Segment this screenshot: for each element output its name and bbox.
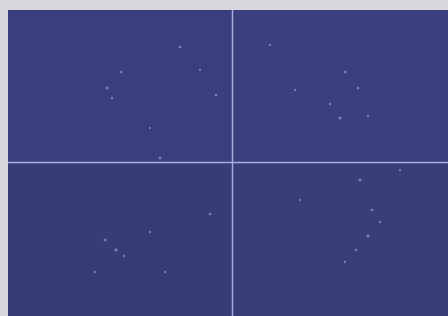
dot	[379, 221, 381, 223]
dot	[94, 271, 96, 273]
dot	[106, 87, 109, 90]
dot	[344, 261, 346, 263]
dot	[120, 71, 123, 74]
dot	[367, 115, 369, 117]
dot	[359, 179, 362, 182]
dot	[209, 213, 212, 216]
dot	[357, 87, 360, 90]
dot	[367, 235, 370, 238]
quadrant-bottom-right	[233, 163, 448, 316]
dot	[149, 231, 151, 233]
dot	[371, 209, 374, 212]
dot	[164, 271, 166, 273]
quadrant-top-left	[8, 10, 232, 162]
dot	[329, 103, 331, 105]
dot	[111, 97, 113, 99]
dot	[199, 69, 201, 71]
dot	[123, 255, 125, 257]
dot	[355, 249, 357, 251]
dot	[149, 127, 151, 129]
dot	[159, 157, 162, 160]
dot	[115, 249, 118, 252]
dot	[339, 117, 342, 120]
dot	[294, 89, 296, 91]
dot	[344, 71, 347, 74]
dot	[104, 239, 107, 242]
dot	[399, 169, 401, 171]
page	[0, 0, 448, 316]
dot	[215, 94, 218, 97]
quadrant-top-right	[233, 10, 448, 162]
quadrant-bottom-left	[8, 163, 232, 316]
screen-view	[0, 0, 448, 316]
dot	[299, 199, 301, 201]
dot	[269, 44, 271, 46]
dot	[179, 46, 182, 49]
